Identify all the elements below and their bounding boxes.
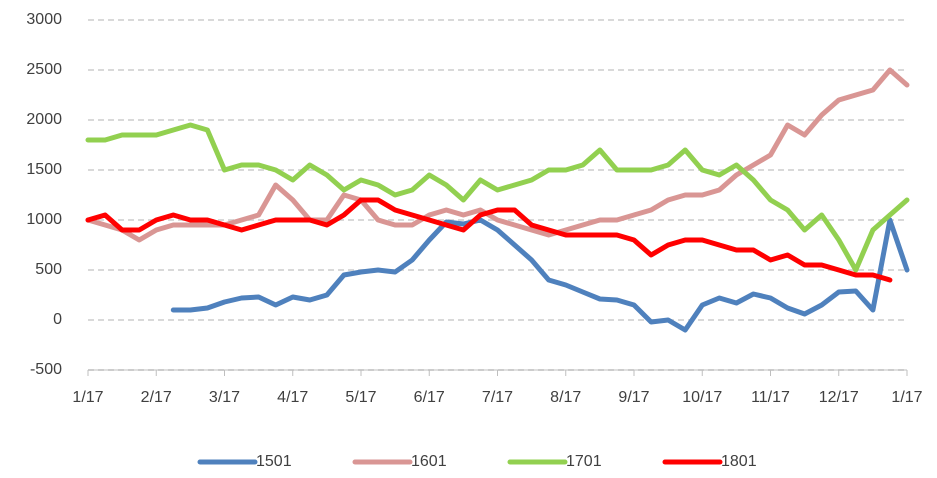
x-tick-label: 6/17 xyxy=(414,389,445,406)
y-tick-label: 2500 xyxy=(26,61,62,78)
series-line xyxy=(85,122,910,273)
y-tick-label: 2000 xyxy=(26,111,62,128)
x-tick-label: 1/17 xyxy=(891,389,922,406)
series-line xyxy=(85,197,893,283)
x-tick-label: 5/17 xyxy=(345,389,376,406)
x-tick-label: 10/17 xyxy=(682,389,722,406)
legend-label: 1601 xyxy=(411,453,447,470)
x-tick-label: 12/17 xyxy=(819,389,859,406)
x-tick-label: 7/17 xyxy=(482,389,513,406)
x-tick-label: 9/17 xyxy=(618,389,649,406)
y-tick-label: -500 xyxy=(30,361,62,378)
y-tick-label: 500 xyxy=(35,261,62,278)
x-tick-label: 2/17 xyxy=(141,389,172,406)
series-line xyxy=(170,217,910,333)
x-tick-label: 1/17 xyxy=(72,389,103,406)
x-tick-label: 3/17 xyxy=(209,389,240,406)
x-tick-label: 11/17 xyxy=(751,389,790,406)
series-line xyxy=(85,67,910,243)
y-tick-label: 1000 xyxy=(26,211,62,228)
y-tick-label: 1500 xyxy=(26,161,62,178)
legend-label: 1701 xyxy=(566,453,602,470)
y-tick-label: 3000 xyxy=(26,11,62,28)
legend-label: 1501 xyxy=(256,453,292,470)
y-tick-label: 0 xyxy=(53,311,62,328)
x-tick-label: 8/17 xyxy=(550,389,581,406)
legend-label: 1801 xyxy=(721,453,757,470)
x-tick-label: 4/17 xyxy=(277,389,308,406)
